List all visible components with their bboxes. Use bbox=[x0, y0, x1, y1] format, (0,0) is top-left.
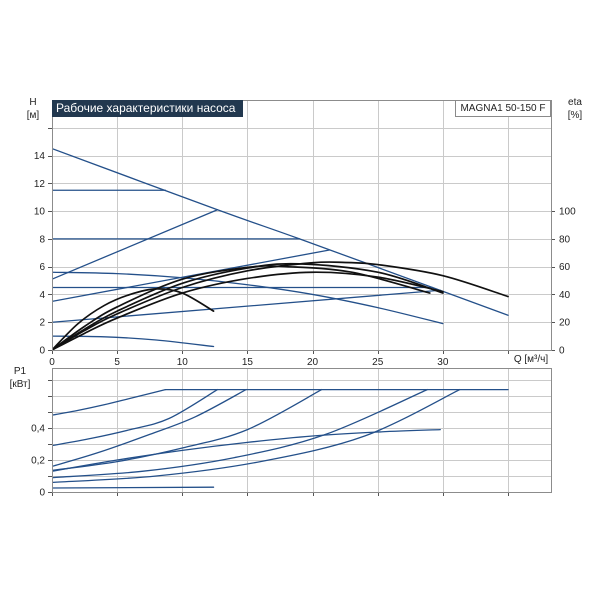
series-line-6 bbox=[52, 289, 441, 323]
x-tick-label: 25 bbox=[372, 357, 384, 368]
y2-axis-label: eta bbox=[568, 97, 582, 108]
plot-frame bbox=[52, 100, 552, 351]
y-tick-label: 0,4 bbox=[31, 424, 45, 435]
chart-panel-0: 0 5 10 15 20 25 30 0 2 4 6 8 10 12 14 0 20 40 60 80 100 bbox=[34, 100, 576, 368]
y2-tick-label: 100 bbox=[559, 207, 576, 218]
y-tick-label: 0,2 bbox=[31, 456, 45, 467]
series-line-7 bbox=[52, 271, 444, 325]
series-line-13 bbox=[52, 288, 215, 350]
series-line-8 bbox=[52, 486, 215, 489]
series-line-12 bbox=[52, 271, 444, 350]
y-tick-label: 14 bbox=[34, 151, 46, 162]
y2-tick-label: 0 bbox=[559, 346, 565, 357]
series-line-11 bbox=[52, 265, 431, 350]
y-tick-label: 6 bbox=[39, 262, 45, 273]
series-line-4 bbox=[52, 388, 323, 472]
series-group bbox=[52, 388, 509, 489]
x-tick-label: 20 bbox=[307, 357, 319, 368]
y-tick-label: 10 bbox=[34, 207, 46, 218]
x-tick-label: 30 bbox=[437, 357, 449, 368]
y-tick-label: 2 bbox=[39, 318, 45, 329]
chart-panel-1: 0 0,2 0,4 bbox=[31, 368, 552, 499]
series-line-10 bbox=[52, 262, 444, 350]
y-tick-label: 4 bbox=[39, 290, 45, 301]
series-line-6 bbox=[52, 388, 461, 484]
pump-model-label: MAGNA1 50-150 F bbox=[455, 100, 551, 117]
x-tick-label: 5 bbox=[114, 357, 120, 368]
plot-background bbox=[52, 368, 551, 492]
plot-frame bbox=[52, 368, 552, 493]
chart-title: Рабочие характеристики насоса bbox=[52, 100, 243, 117]
series-line-4 bbox=[52, 209, 219, 280]
power-axis-unit: [кВт] bbox=[9, 379, 31, 390]
series-line-1 bbox=[52, 388, 166, 416]
x-tick-label: 0 bbox=[49, 357, 55, 368]
y2-tick-label: 60 bbox=[559, 262, 571, 273]
series-line-3 bbox=[52, 388, 247, 468]
series-line-2 bbox=[52, 388, 219, 447]
series-line-0 bbox=[52, 147, 509, 316]
y-axis-label: H bbox=[29, 97, 37, 108]
x-tick-label: 10 bbox=[177, 357, 189, 368]
y2-axis-unit: [%] bbox=[567, 110, 583, 121]
series-line-5 bbox=[52, 249, 331, 303]
power-axis-label: P1 bbox=[13, 366, 27, 377]
y-tick-label: 0 bbox=[39, 346, 45, 357]
series-group bbox=[52, 147, 509, 350]
y-tick-label: 12 bbox=[34, 179, 46, 190]
y-axis-unit: [м] bbox=[26, 110, 40, 121]
x-axis-label: Q [м³/ч] bbox=[513, 354, 549, 365]
y-tick-label: 0 bbox=[39, 488, 45, 499]
series-line-5 bbox=[52, 388, 428, 479]
plot-background bbox=[52, 100, 551, 350]
y2-tick-label: 40 bbox=[559, 290, 571, 301]
y2-tick-label: 80 bbox=[559, 234, 571, 245]
y2-tick-label: 20 bbox=[559, 318, 571, 329]
x-tick-label: 15 bbox=[242, 357, 254, 368]
y-tick-label: 8 bbox=[39, 234, 45, 245]
series-line-7 bbox=[52, 428, 441, 472]
